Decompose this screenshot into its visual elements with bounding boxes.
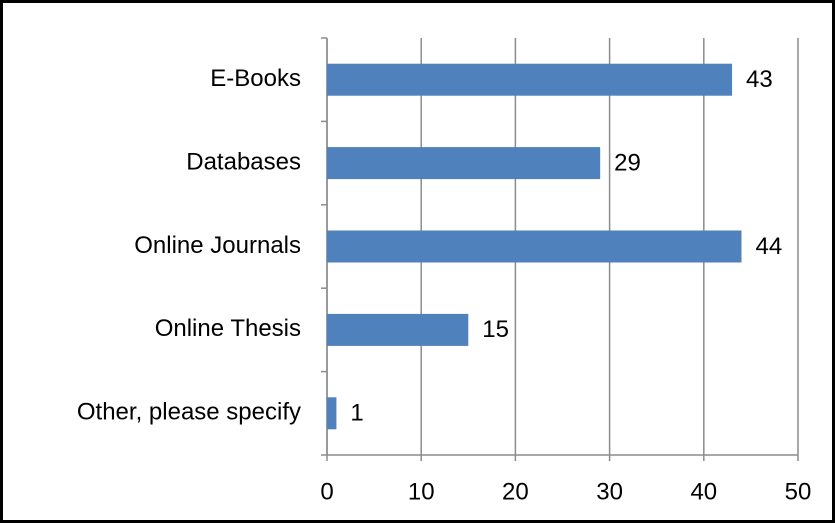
data-label: 43 xyxy=(746,66,773,93)
x-tick-label: 30 xyxy=(596,478,623,505)
x-tick-label: 40 xyxy=(690,478,717,505)
x-tick-label: 10 xyxy=(408,478,435,505)
bar xyxy=(327,397,337,430)
x-tick-label: 0 xyxy=(320,478,333,505)
data-label: 29 xyxy=(614,149,641,176)
bar xyxy=(327,230,742,263)
data-label: 15 xyxy=(482,316,509,343)
x-tick-label: 20 xyxy=(502,478,529,505)
y-tick-label: Databases xyxy=(186,148,301,175)
y-tick-label: Online Thesis xyxy=(155,315,301,342)
data-label: 1 xyxy=(350,400,363,427)
y-tick-label: E-Books xyxy=(210,65,301,92)
y-tick-label: Online Journals xyxy=(134,232,301,259)
bar xyxy=(327,63,733,96)
bar xyxy=(327,147,601,180)
bar xyxy=(327,313,469,346)
y-tick-label: Other, please specify xyxy=(77,399,301,426)
x-tick-label: 50 xyxy=(785,478,812,505)
data-label: 44 xyxy=(755,233,782,260)
